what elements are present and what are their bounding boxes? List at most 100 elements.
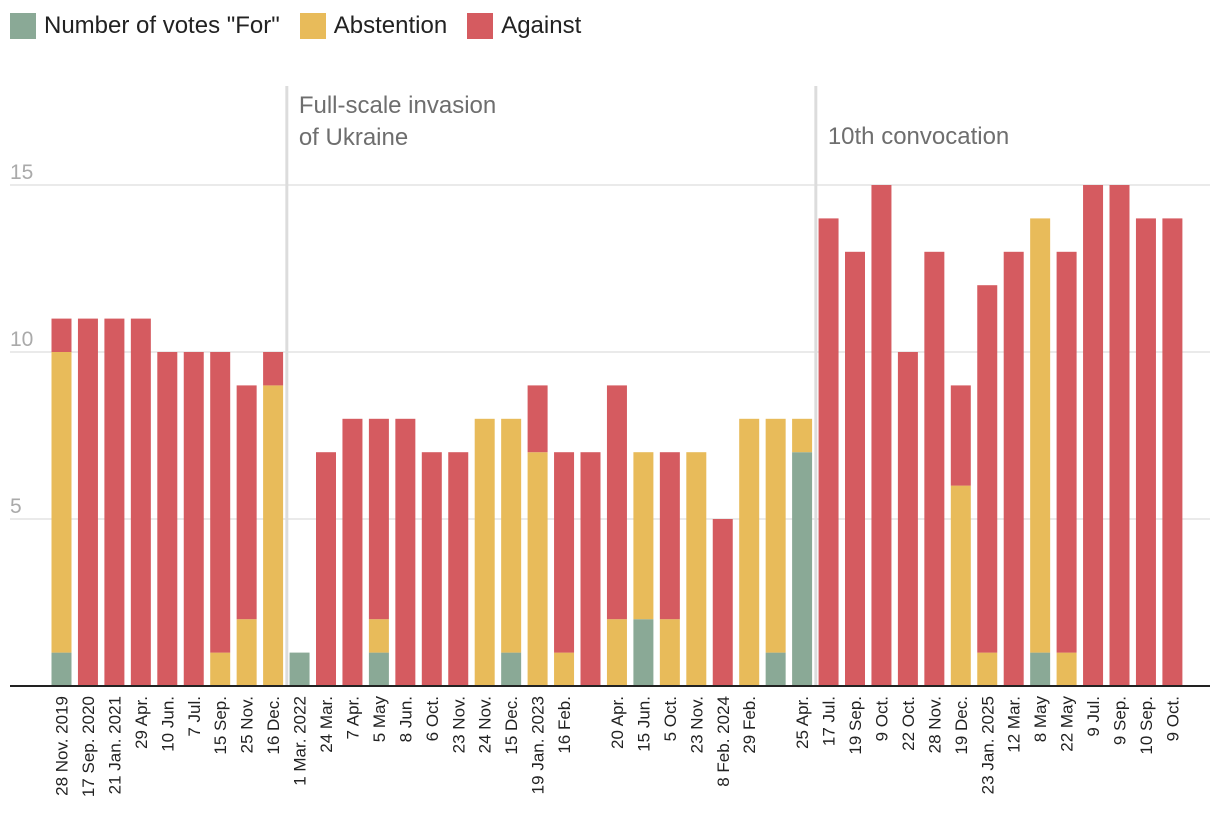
legend-item-against: Against (467, 12, 581, 40)
x-tick-label-40: 9 Sep. (1111, 696, 1130, 745)
x-tick-label-16: 24 Nov. (476, 696, 495, 753)
bar-abstention-22 (633, 452, 654, 620)
bar-against-33 (924, 251, 945, 687)
bar-against-13 (395, 418, 416, 686)
bar-against-14 (421, 452, 442, 686)
bar-against-20 (580, 452, 601, 686)
bar-against-35 (977, 285, 998, 653)
bar-against-1 (77, 318, 98, 686)
bar-abstention-19 (554, 652, 575, 686)
bar-against-38 (1056, 251, 1077, 653)
bar-abstention-6 (210, 652, 231, 686)
bar-abstention-7 (236, 619, 257, 686)
x-tick-label-14: 6 Oct. (423, 696, 442, 741)
x-tick-label-32: 22 Oct. (899, 696, 918, 751)
bar-abstention-38 (1056, 652, 1077, 686)
x-tick-label-29: 17 Jul. (820, 696, 839, 746)
bar-abstention-24 (686, 452, 707, 686)
x-tick-label-37: 8 May (1031, 696, 1050, 743)
bar-against-32 (897, 352, 918, 686)
bar-against-7 (236, 385, 257, 620)
x-tick-label-9: 1 Mar. 2022 (291, 696, 310, 786)
bar-abstention-28 (792, 418, 813, 453)
legend-swatch-for (10, 13, 36, 39)
bar-abstention-18 (527, 452, 548, 686)
x-tick-label-17: 15 Dec. (502, 696, 521, 755)
annotation-text-1-0: 10th convocation (828, 123, 1009, 150)
x-tick-label-2: 21 Jan. 2021 (105, 696, 124, 794)
x-tick-label-28: 25 Apr. (793, 696, 812, 749)
bar-abstention-0 (51, 352, 72, 653)
legend-item-for: Number of votes "For" (10, 12, 280, 40)
bar-against-23 (659, 452, 680, 620)
bar-against-31 (871, 185, 892, 686)
annotation-text-0-0: Full-scale invasion (299, 92, 496, 119)
x-tick-label-25: 8 Feb. 2024 (714, 696, 733, 787)
x-tick-label-15: 23 Nov. (449, 696, 468, 753)
y-tick-label-5: 5 (10, 495, 22, 518)
legend-label-abstention: Abstention (333, 12, 448, 39)
bar-abstention-12 (368, 619, 389, 653)
x-tick-label-41: 10 Sep. (1137, 696, 1156, 755)
bar-against-2 (104, 318, 125, 686)
bar-for-17 (501, 652, 522, 686)
bar-against-39 (1083, 185, 1104, 686)
bar-abstention-37 (1030, 218, 1051, 653)
legend-swatch-abstention (299, 13, 326, 39)
bar-abstention-8 (263, 385, 284, 686)
x-tick-label-21: 20 Apr. (608, 696, 627, 749)
bar-against-5 (183, 352, 204, 686)
legend-label-against: Against (501, 12, 582, 39)
bar-abstention-26 (739, 418, 760, 686)
bar-against-6 (210, 352, 231, 653)
bar-against-10 (316, 452, 336, 686)
legend: Number of votes "For" Abstention Against (10, 12, 601, 40)
x-tick-label-1: 17 Sep. 2020 (79, 696, 98, 797)
legend-label-for: Number of votes "For" (44, 12, 280, 39)
x-tick-label-19: 16 Feb. (555, 696, 574, 754)
bar-against-34 (950, 385, 971, 486)
bar-for-22 (633, 619, 654, 686)
bar-against-41 (1135, 218, 1156, 686)
bar-against-15 (448, 452, 469, 686)
x-tick-label-22: 15 Jun. (634, 696, 653, 752)
bar-abstention-23 (659, 619, 680, 686)
x-tick-label-7: 25 Nov. (238, 696, 257, 753)
x-tick-label-24: 23 Nov. (687, 696, 706, 753)
bar-for-12 (368, 652, 389, 686)
bar-against-25 (712, 519, 733, 686)
bar-abstention-27 (765, 418, 786, 653)
bar-against-4 (157, 352, 178, 686)
bar-for-9 (289, 652, 310, 686)
x-tick-label-23: 5 Oct. (661, 696, 680, 741)
x-tick-label-5: 7 Jul. (185, 696, 204, 737)
bar-against-3 (130, 318, 151, 686)
x-tick-label-31: 9 Oct. (872, 696, 891, 741)
x-tick-label-12: 5 May (370, 696, 389, 743)
bar-against-8 (263, 352, 284, 386)
x-tick-label-34: 19 Dec. (952, 696, 971, 755)
x-tick-label-13: 8 Jun. (396, 696, 415, 742)
bar-abstention-35 (977, 652, 998, 686)
bar-against-36 (1003, 251, 1024, 687)
x-tick-label-11: 7 Apr. (343, 696, 362, 739)
x-tick-label-0: 28 Nov. 2019 (53, 696, 72, 796)
bar-abstention-21 (606, 619, 627, 686)
x-tick-label-26: 29 Feb. (740, 696, 759, 754)
bar-abstention-17 (501, 418, 522, 653)
y-tick-label-15: 15 (10, 161, 33, 184)
x-tick-label-38: 22 May (1058, 696, 1077, 752)
bar-against-21 (606, 385, 627, 620)
x-tick-label-18: 19 Jan. 2023 (529, 696, 548, 794)
bar-against-30 (845, 251, 865, 687)
legend-item-abstention: Abstention (299, 12, 448, 40)
bar-for-27 (765, 652, 786, 686)
bar-abstention-34 (950, 485, 971, 686)
x-tick-label-35: 23 Jan. 2025 (978, 696, 997, 794)
x-tick-label-36: 12 Mar. (1005, 696, 1024, 753)
bar-against-40 (1109, 185, 1130, 686)
y-tick-label-10: 10 (10, 328, 33, 351)
x-tick-label-3: 29 Apr. (132, 696, 151, 749)
